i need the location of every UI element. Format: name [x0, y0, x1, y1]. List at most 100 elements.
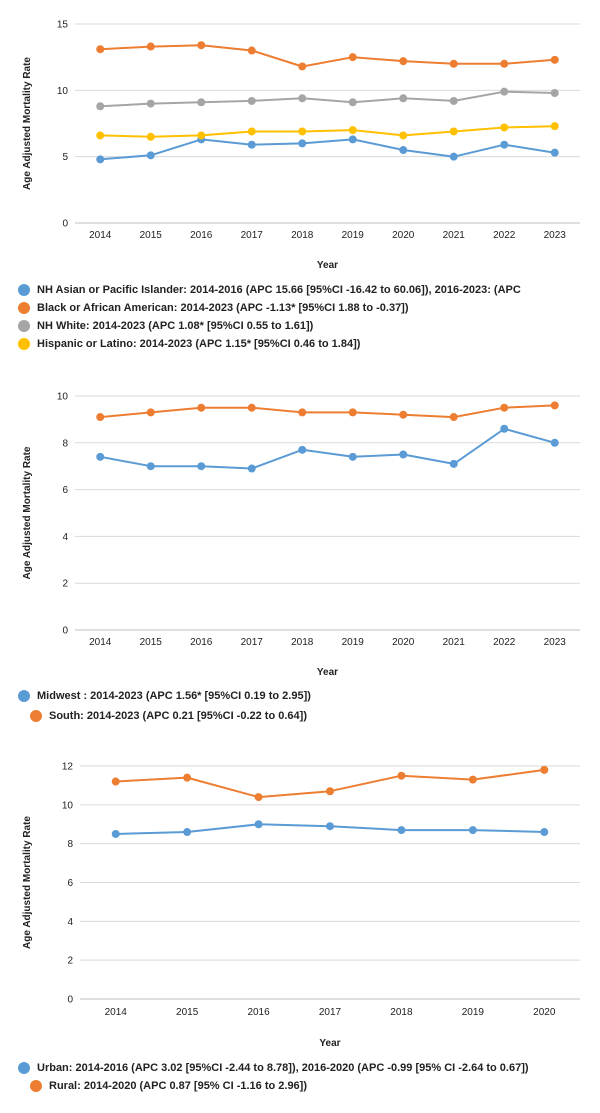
data-point — [247, 140, 256, 149]
data-point — [197, 403, 206, 412]
y-axis-title: Age Adjusted Mortality Rate — [22, 446, 33, 579]
data-point — [397, 771, 406, 780]
data-point — [197, 462, 206, 471]
data-point — [399, 146, 408, 155]
legend-item: Urban: 2014-2016 (APC 3.02 [95%CI -2.44 … — [18, 1060, 529, 1076]
legend-marker-icon — [30, 1080, 42, 1092]
legend-item: Black or African American: 2014-2023 (AP… — [18, 300, 409, 316]
x-tick-label: 2021 — [443, 230, 466, 241]
x-tick-label: 2022 — [493, 637, 516, 648]
x-tick-label: 2019 — [462, 1007, 485, 1018]
data-point — [197, 41, 206, 50]
x-tick-label: 2015 — [140, 637, 163, 648]
x-tick-label: 2014 — [89, 230, 112, 241]
legend-item: NH White: 2014-2023 (APC 1.08* [95%CI 0.… — [18, 318, 313, 334]
data-point — [183, 828, 192, 837]
data-point — [348, 126, 357, 135]
data-point — [247, 46, 256, 55]
chart-race-ethnicity: 0 5 10 15 2014 2015 2016 2017 2018 2019 2020 2021 20… — [0, 0, 600, 370]
data-point — [298, 94, 307, 103]
data-point — [348, 98, 357, 107]
data-point — [146, 99, 155, 108]
x-tick-label: 2019 — [342, 637, 365, 648]
y-tick-label: 15 — [57, 20, 69, 31]
data-point — [298, 127, 307, 136]
x-tick-label: 2018 — [291, 230, 314, 241]
data-point — [197, 98, 206, 107]
data-point — [449, 459, 458, 468]
legend-marker-icon — [18, 284, 30, 296]
legend-label: South: 2014-2023 (APC 0.21 [95%CI -0.22 … — [49, 710, 307, 722]
data-point — [500, 59, 509, 68]
y-tick-label: 0 — [62, 219, 68, 230]
x-tick-label: 2020 — [392, 230, 415, 241]
chart-plot: 0 2 4 6 8 10 12 2014 2015 2016 2017 2018 2019 2020 Yea… — [22, 762, 580, 1049]
legend-label: NH White: 2014-2023 (APC 1.08* [95%CI 0.… — [37, 320, 314, 332]
series-line — [100, 427, 556, 470]
chart-census-region: 0 2 4 6 8 10 2014 2015 2016 2017 2018 2019 2020 2021 2… — [0, 375, 600, 725]
x-tick-label: 2023 — [544, 637, 567, 648]
data-point — [550, 438, 559, 447]
data-point — [500, 123, 509, 132]
y-axis-title: Age Adjusted Mortality Rate — [22, 816, 33, 949]
data-point — [254, 793, 263, 802]
data-point — [348, 135, 357, 144]
data-point — [449, 413, 458, 422]
data-point — [550, 401, 559, 410]
data-point — [298, 445, 307, 454]
data-point — [399, 450, 408, 459]
series-line — [100, 90, 555, 108]
legend-item: Midwest : 2014-2023 (APC 1.56* [95%CI 0.… — [18, 688, 311, 704]
data-point — [399, 94, 408, 103]
series-line — [100, 125, 555, 138]
legend-label: Hispanic or Latino: 2014-2023 (APC 1.15*… — [37, 338, 361, 350]
data-point — [348, 408, 357, 417]
legend-marker-icon — [18, 690, 30, 702]
x-tick-label: 2020 — [392, 637, 415, 648]
data-point — [96, 102, 105, 111]
chart-plot: 0 5 10 15 2014 2015 2016 2017 2018 2019 2020 2021 20… — [22, 20, 580, 271]
x-tick-label: 2016 — [247, 1007, 270, 1018]
series-line — [100, 138, 555, 161]
data-point — [96, 155, 105, 164]
x-axis-title: Year — [319, 1038, 340, 1049]
data-point — [96, 45, 105, 54]
data-point — [550, 122, 559, 131]
data-point — [111, 829, 120, 838]
y-tick-label: 6 — [67, 878, 73, 889]
y-tick-label: 6 — [62, 485, 68, 496]
x-tick-label: 2022 — [493, 230, 516, 241]
data-point — [399, 57, 408, 66]
legend-label: Rural: 2014-2020 (APC 0.87 [95% CI -1.16… — [49, 1080, 308, 1092]
data-point — [500, 87, 509, 96]
data-point — [550, 148, 559, 157]
x-tick-label: 2020 — [533, 1007, 556, 1018]
chart-plot: 0 2 4 6 8 10 2014 2015 2016 2017 2018 2019 2020 2021 2… — [22, 392, 580, 678]
data-point — [449, 152, 458, 161]
y-tick-label: 4 — [67, 917, 73, 928]
data-point — [449, 127, 458, 136]
data-point — [146, 132, 155, 141]
data-point — [247, 127, 256, 136]
x-tick-label: 2021 — [443, 637, 466, 648]
legend-label: Urban: 2014-2016 (APC 3.02 [95%CI -2.44 … — [37, 1062, 529, 1074]
x-tick-label: 2014 — [89, 637, 112, 648]
data-point — [397, 826, 406, 835]
data-point — [468, 826, 477, 835]
data-point — [96, 452, 105, 461]
data-point — [326, 787, 334, 796]
data-point — [500, 424, 509, 433]
data-point — [96, 413, 105, 422]
x-tick-label: 2015 — [140, 230, 163, 241]
y-axis-title: Age Adjusted Mortality Rate — [22, 57, 33, 190]
legend-label: Midwest : 2014-2023 (APC 1.56* [95%CI 0.… — [37, 690, 311, 702]
x-tick-label: 2019 — [342, 230, 365, 241]
chart-urbanization: 0 2 4 6 8 10 12 2014 2015 2016 2017 2018 2019 2020 Yea… — [0, 740, 600, 1113]
y-tick-label: 8 — [67, 839, 73, 850]
data-point — [146, 151, 155, 160]
y-tick-label: 2 — [67, 956, 73, 967]
x-tick-label: 2015 — [176, 1007, 199, 1018]
data-point — [550, 88, 559, 97]
data-point — [247, 403, 256, 412]
legend-marker-icon — [30, 710, 42, 722]
